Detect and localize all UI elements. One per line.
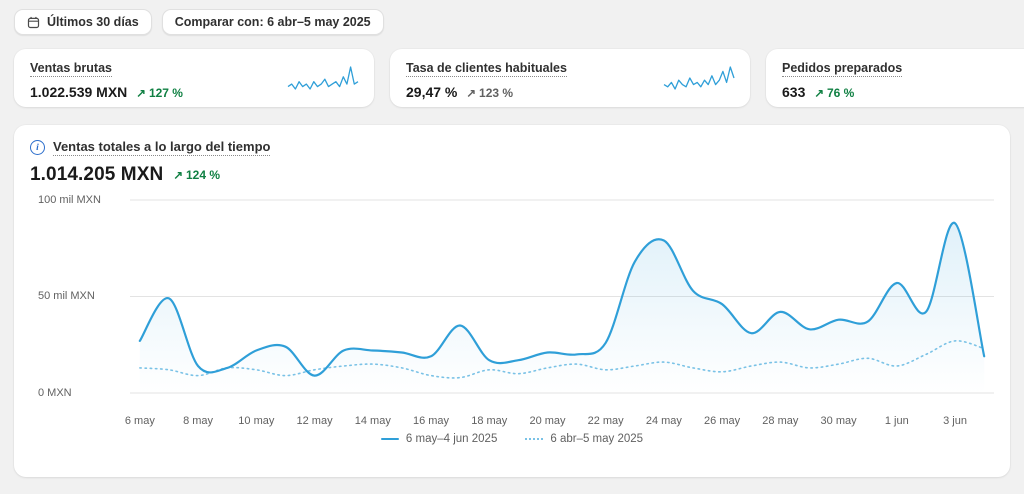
metric-card-fulfilled-orders: Pedidos preparados 633 ↗ 76 % xyxy=(766,49,1024,107)
x-axis-label: 28 may xyxy=(762,415,799,427)
compare-button[interactable]: Comparar con: 6 abr–5 may 2025 xyxy=(161,9,384,35)
trend-up-icon: ↗ xyxy=(814,88,824,100)
x-axis: 6 may 8 may 10 may 12 may 14 may 16 may 18 may… xyxy=(125,408,994,430)
metric-value-gross-sales: 1.022.539 MXN xyxy=(30,84,128,100)
legend-item-current: 6 may–4 jun 2025 xyxy=(380,433,498,445)
x-axis-label: 22 may xyxy=(587,415,624,427)
trend-up-icon: ↗ xyxy=(136,88,146,100)
y-axis-label: 50 mil MXN xyxy=(38,290,95,302)
chart-delta: ↗ 124 % xyxy=(173,168,220,182)
x-axis-label: 26 may xyxy=(704,415,741,427)
sales-over-time-card: i Ventas totales a lo largo del tiempo 1… xyxy=(14,125,1010,477)
plot-region xyxy=(130,198,994,408)
x-axis-label: 16 may xyxy=(412,415,450,427)
x-axis-label: 1 jun xyxy=(884,415,909,427)
sales-chart-svg[interactable] xyxy=(130,198,994,408)
y-axis-label: 100 mil MXN xyxy=(38,194,101,206)
metric-delta-fulfilled-orders: ↗ 76 % xyxy=(814,86,854,100)
chart-legend: 6 may–4 jun 2025 6 abr–5 may 2025 xyxy=(30,433,994,445)
gross-sales-sparkline xyxy=(287,66,359,90)
x-axis-label: 20 may xyxy=(529,415,566,427)
metric-delta-value: 76 % xyxy=(827,86,855,100)
metric-delta-value: 127 % xyxy=(148,86,183,100)
metric-value-returning-rate: 29,47 % xyxy=(406,84,458,100)
metric-card-returning-rate: Tasa de clientes habituales 29,47 % ↗ 12… xyxy=(390,49,750,107)
x-axis-label: 10 may xyxy=(238,415,275,427)
x-axis-label: 6 may xyxy=(124,415,155,427)
chart-title[interactable]: Ventas totales a lo largo del tiempo xyxy=(53,139,271,156)
chart-delta-value: 124 % xyxy=(185,168,220,182)
compare-label: Comparar con: 6 abr–5 may 2025 xyxy=(174,15,371,29)
dotted-line-swatch xyxy=(525,438,544,440)
x-axis-label: 3 jun xyxy=(943,415,967,427)
chart-plot-area: 100 mil MXN 50 mil MXN 0 MXN xyxy=(30,194,994,408)
legend-label-previous: 6 abr–5 may 2025 xyxy=(550,433,644,445)
legend-label-current: 6 may–4 jun 2025 xyxy=(405,433,498,445)
returning-rate-sparkline xyxy=(663,66,735,90)
trend-up-icon: ↗ xyxy=(173,170,183,182)
metrics-row: Ventas brutas 1.022.539 MXN ↗ 127 % Tasa… xyxy=(0,41,1024,107)
x-axis-label: 12 may xyxy=(296,415,333,427)
trend-up-icon: ↗ xyxy=(466,88,477,100)
metric-card-gross-sales: Ventas brutas 1.022.539 MXN ↗ 127 % xyxy=(14,49,374,107)
metric-title-gross-sales[interactable]: Ventas brutas xyxy=(30,61,112,77)
solid-line-swatch xyxy=(380,438,399,440)
x-axis-label: 30 may xyxy=(820,415,857,427)
metric-delta-value: 123 % xyxy=(479,86,514,100)
legend-item-previous: 6 abr–5 may 2025 xyxy=(525,433,643,445)
x-axis-label: 8 may xyxy=(183,415,214,427)
calendar-icon xyxy=(27,16,40,28)
date-range-label: Últimos 30 días xyxy=(47,15,139,29)
y-axis: 100 mil MXN 50 mil MXN 0 MXN xyxy=(30,194,130,408)
x-axis-label: 14 may xyxy=(354,415,391,427)
x-axis-label: 24 may xyxy=(645,415,682,427)
metric-value-fulfilled-orders: 633 xyxy=(782,84,806,100)
x-axis-label: 18 may xyxy=(471,415,508,427)
metric-delta-returning-rate: ↗ 123 % xyxy=(466,86,513,100)
y-axis-label: 0 MXN xyxy=(38,387,72,399)
chart-total-value: 1.014.205 MXN xyxy=(30,164,164,185)
metric-delta-gross-sales: ↗ 127 % xyxy=(136,86,183,100)
date-range-button[interactable]: Últimos 30 días xyxy=(14,9,152,35)
filter-bar: Últimos 30 días Comparar con: 6 abr–5 ma… xyxy=(0,0,1024,41)
metric-title-fulfilled-orders[interactable]: Pedidos preparados xyxy=(782,61,903,77)
info-icon[interactable]: i xyxy=(30,140,45,155)
metric-title-returning-rate[interactable]: Tasa de clientes habituales xyxy=(406,61,567,77)
